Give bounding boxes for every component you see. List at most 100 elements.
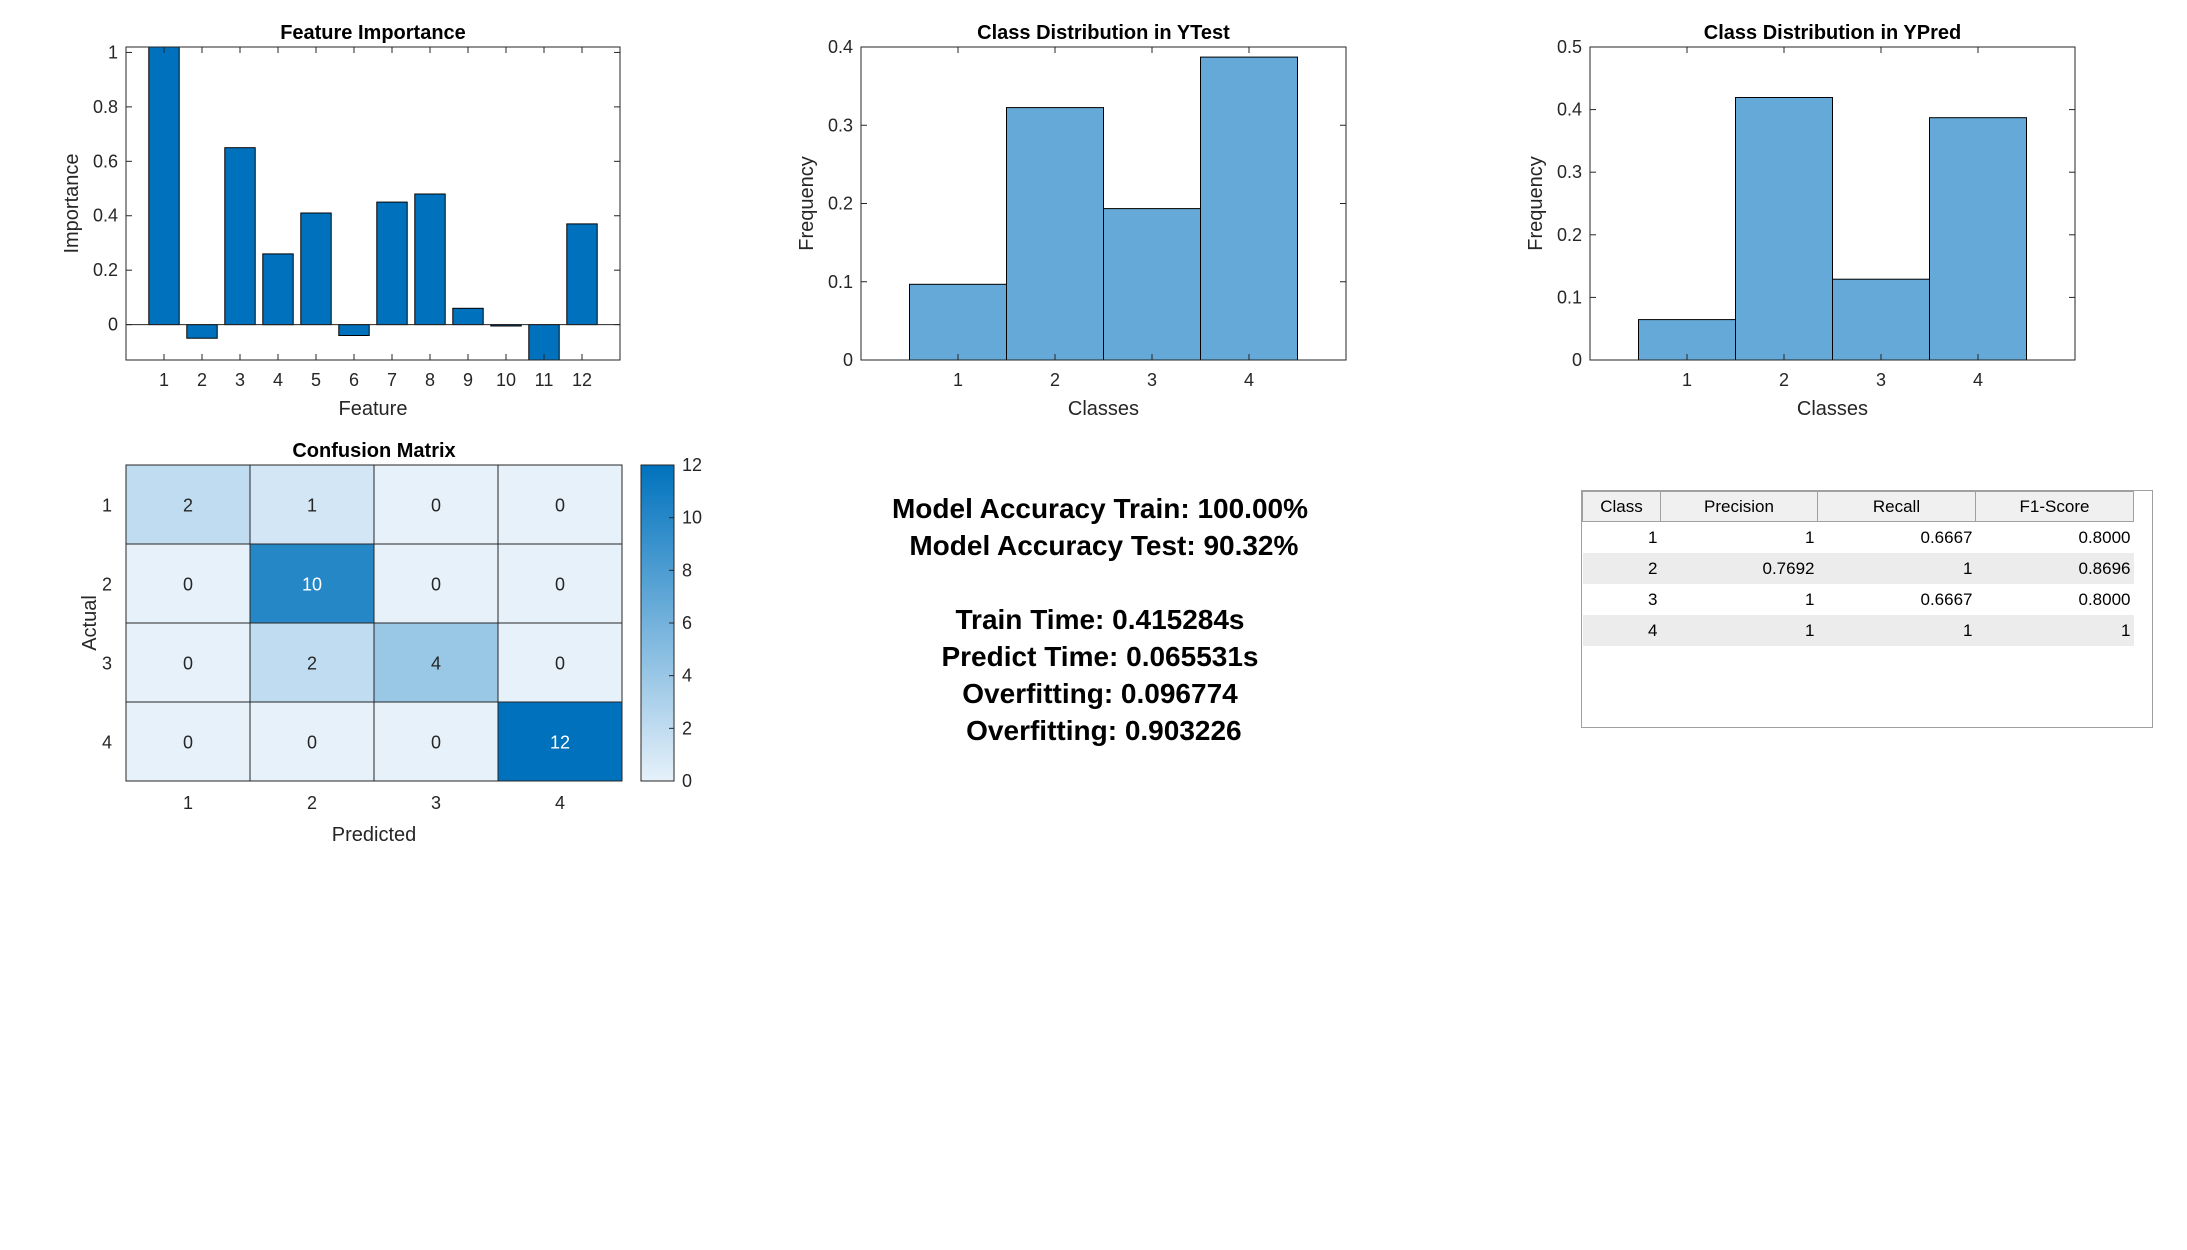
report-header-precision[interactable]: Precision (1660, 491, 1818, 522)
metrics-line: Predict Time: 0.065531s (941, 641, 1259, 672)
feature-importance-bar-4 (262, 253, 294, 326)
confusion-cell-value: 0 (431, 496, 441, 516)
confusion-cell-value: 10 (302, 575, 322, 595)
feature-importance-ytick-label: 0.2 (93, 260, 118, 280)
table-cell[interactable]: 1 (1805, 589, 1815, 609)
ytest-dist-bar-4 (1200, 56, 1298, 361)
feature-importance-xtick-label: 5 (311, 370, 321, 390)
confusion-cell-value: 4 (431, 654, 441, 674)
table-cell[interactable]: 0.8696 (1975, 553, 2134, 584)
feature-importance-bar-12 (566, 223, 598, 326)
ypred-dist-ytick-label: 0.2 (1557, 225, 1582, 245)
feature-importance-xtick-label: 3 (235, 370, 245, 390)
feature-importance-bar-7 (376, 201, 408, 326)
confusion-cell-value: 2 (183, 496, 193, 516)
confusion-cell-value: 0 (183, 575, 193, 595)
table-cell[interactable]: 1 (1975, 615, 2134, 646)
confusion-cell (249, 701, 375, 782)
confusion-cell (373, 622, 499, 703)
confusion-ytick-label: 2 (102, 575, 112, 595)
metrics-text: Model Accuracy Train: 100.00% Model Accu… (780, 490, 1420, 749)
feature-importance-xtick-label: 10 (496, 370, 516, 390)
confusion-xtick-label: 2 (307, 793, 317, 813)
feature-importance-xlabel: Feature (339, 398, 408, 420)
ytest-dist-ytick-label: 0.2 (828, 194, 853, 214)
confusion-cell-value: 12 (550, 733, 570, 753)
colorbar-tick-label: 6 (682, 613, 692, 633)
confusion-xtick-label: 4 (555, 793, 565, 813)
ytest-dist-ytick-label: 0.1 (828, 272, 853, 292)
report-header-recall[interactable]: Recall (1817, 491, 1976, 522)
confusion-cell (125, 701, 251, 782)
ypred-dist-bar-2 (1735, 97, 1833, 361)
ypred-dist-xtick-label: 4 (1973, 370, 1983, 390)
report-header-f1-score[interactable]: F1-Score (1975, 491, 2134, 522)
table-cell[interactable]: 0.6667 (1920, 589, 1973, 609)
confusion-cell (497, 543, 623, 624)
confusion-cell-value: 0 (555, 496, 565, 516)
ytest-dist-xtick-label: 4 (1244, 370, 1254, 390)
table-row[interactable]: 2 0.7692 1 0.8696 (1582, 553, 2134, 584)
table-row[interactable]: 3 1 0.6667 0.8000 (1583, 584, 2134, 615)
confusion-cell (373, 543, 499, 624)
confusion-cell-value: 2 (307, 654, 317, 674)
confusion-xtick-label: 3 (431, 793, 441, 813)
colorbar (640, 464, 675, 782)
ypred-dist-ytick-label: 0.3 (1557, 162, 1582, 182)
ypred-dist-bar-4 (1929, 117, 2027, 361)
ypred-dist-bar-3 (1832, 278, 1930, 361)
feature-importance-bar-8 (414, 193, 446, 326)
confusion-cell-value: 0 (183, 733, 193, 753)
table-cell[interactable]: 4 (1582, 615, 1661, 646)
ypred-dist-ytick-label: 0.5 (1557, 37, 1582, 57)
confusion-cell-value: 0 (555, 654, 565, 674)
table-cell[interactable]: 1 (1660, 615, 1818, 646)
table-cell[interactable]: 2 (1582, 553, 1661, 584)
confusion-title: Confusion Matrix (292, 440, 455, 462)
confusion-cell (373, 464, 499, 545)
ytest-dist-xtick-label: 3 (1147, 370, 1157, 390)
feature-importance-ytick-label: 0.4 (93, 206, 118, 226)
table-cell[interactable]: 1 (1805, 527, 1815, 547)
feature-importance-bar-2 (186, 324, 218, 339)
ypred-dist-ytick-label: 0.1 (1557, 287, 1582, 307)
confusion-cell-value: 0 (431, 575, 441, 595)
confusion-ylabel: Actual (79, 595, 101, 651)
ytest-dist-ylabel: Frequency (796, 156, 818, 251)
ytest-dist-ytick-label: 0 (843, 350, 853, 370)
ytest-dist-xtick-label: 2 (1050, 370, 1060, 390)
metrics-line: Train Time: 0.415284s (955, 604, 1245, 635)
metrics-line: Model Accuracy Train: 100.00% (891, 493, 1309, 524)
feature-importance-bar-3 (224, 147, 256, 326)
confusion-xlabel: Predicted (332, 824, 417, 846)
table-cell[interactable]: 1 (1817, 615, 1976, 646)
feature-importance-xtick-label: 2 (197, 370, 207, 390)
confusion-cell-value: 0 (431, 733, 441, 753)
ypred-dist-axes-box (1589, 46, 2076, 361)
ypred-dist-title: Class Distribution in YPred (1704, 22, 1961, 44)
table-cell[interactable]: 1 (1648, 527, 1658, 547)
confusion-cell (373, 701, 499, 782)
table-cell[interactable]: 0.7692 (1660, 553, 1818, 584)
feature-importance-ytick-label: 0.8 (93, 97, 118, 117)
ytest-dist-ytick-label: 0.3 (828, 115, 853, 135)
table-cell[interactable]: 0.6667 (1920, 527, 1973, 547)
table-cell[interactable]: 1 (1817, 553, 1976, 584)
colorbar-tick-label: 4 (682, 666, 692, 686)
table-cell[interactable]: 3 (1648, 589, 1658, 609)
confusion-cell-value: 0 (183, 654, 193, 674)
confusion-xtick-label: 1 (183, 793, 193, 813)
classification-report-table: Class Precision Recall F1-Score 1 1 0.6667 0.8… (1581, 490, 2153, 728)
table-cell[interactable]: 0.8000 (2078, 527, 2131, 547)
metrics-line (780, 564, 1420, 601)
confusion-cell (125, 464, 251, 545)
table-row[interactable]: 1 1 0.6667 0.8000 (1583, 522, 2134, 554)
table-cell[interactable]: 0.8000 (2078, 589, 2131, 609)
colorbar-tick-label: 12 (682, 455, 702, 475)
report-header-class[interactable]: Class (1582, 491, 1661, 522)
feature-importance-xtick-label: 4 (273, 370, 283, 390)
ypred-dist-ylabel: Frequency (1525, 156, 1547, 251)
confusion-ytick-label: 1 (102, 496, 112, 516)
